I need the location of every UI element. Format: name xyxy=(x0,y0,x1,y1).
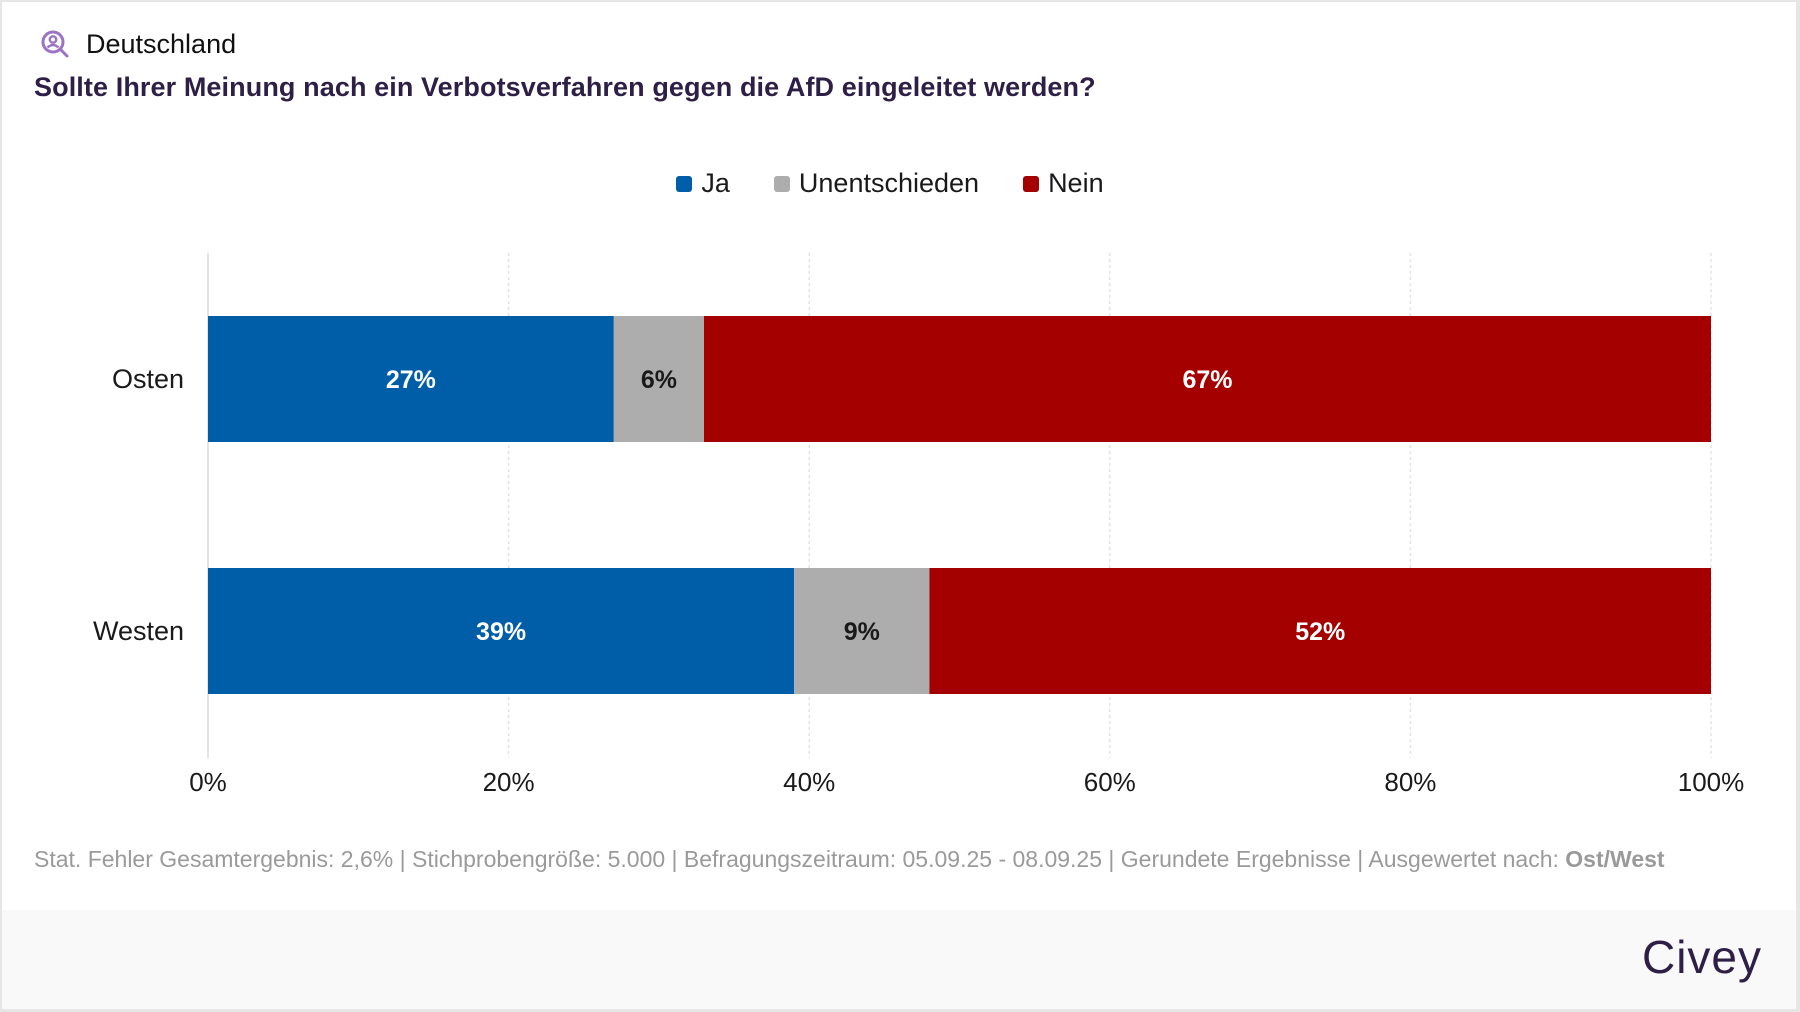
bar-segment-ja xyxy=(208,316,614,442)
legend-label: Unentschieden xyxy=(798,168,980,198)
region-header: Deutschland xyxy=(40,28,236,60)
bar-segment-ja xyxy=(208,568,795,694)
bar-segment-nein xyxy=(929,568,1711,694)
chart-title: Sollte Ihrer Meinung nach ein Verbotsver… xyxy=(34,72,1096,102)
footnote: Stat. Fehler Gesamtergebnis: 2,6% | Stic… xyxy=(34,846,1665,873)
legend-swatch xyxy=(773,175,790,192)
bar-value-label: 9% xyxy=(844,618,880,646)
legend-label: Ja xyxy=(701,168,730,198)
bar-value-label: 27% xyxy=(386,366,436,394)
person-search-icon xyxy=(41,30,69,58)
x-tick-label: 20% xyxy=(483,767,535,797)
x-tick-label: 0% xyxy=(189,767,227,797)
x-tick-label: 80% xyxy=(1384,767,1436,797)
x-tick-label: 40% xyxy=(783,767,835,797)
legend: Ja Unentschieden Nein xyxy=(0,168,1800,199)
footnote-emphasis: Ost/West xyxy=(1565,846,1665,872)
bar-segment-nein xyxy=(703,316,1711,442)
bar-value-label: 67% xyxy=(1182,366,1232,394)
x-tick-label: 60% xyxy=(1084,767,1136,797)
legend-item-unentschieden[interactable]: Unentschieden xyxy=(773,168,980,199)
legend-swatch xyxy=(676,175,693,192)
footnote-text: Stat. Fehler Gesamtergebnis: 2,6% | Stic… xyxy=(34,846,1566,872)
legend-item-nein[interactable]: Nein xyxy=(1023,168,1104,199)
bar-segment-unentschieden xyxy=(613,316,704,442)
bar-value-label: 52% xyxy=(1295,618,1345,646)
footer-bar: Civey xyxy=(2,910,1796,1009)
legend-label: Nein xyxy=(1048,168,1104,198)
civey-logo[interactable]: Civey xyxy=(1641,931,1762,983)
region-label: Deutschland xyxy=(86,28,237,59)
x-tick-label: 100% xyxy=(1678,767,1745,797)
legend-swatch xyxy=(1023,175,1040,192)
category-label: Osten xyxy=(112,364,184,394)
bar-value-label: 39% xyxy=(476,618,526,646)
legend-item-ja[interactable]: Ja xyxy=(676,168,730,199)
category-label: Westen xyxy=(93,616,184,646)
bar-value-label: 6% xyxy=(641,366,677,394)
bar-segment-unentschieden xyxy=(794,568,930,694)
